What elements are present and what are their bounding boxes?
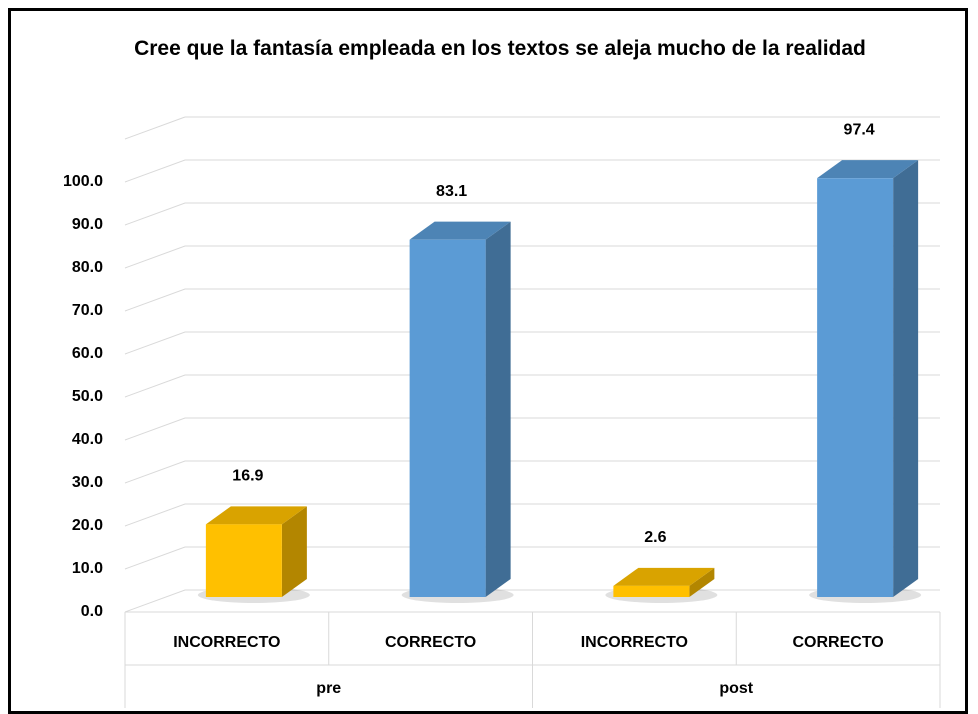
y-tick-label: 100.0 [63,173,103,190]
bar-side [281,506,307,597]
group-label: pre [316,680,341,697]
x-tick-label: CORRECTO [792,634,883,651]
value-label: 16.9 [232,468,263,485]
value-label: 2.6 [644,529,666,546]
y-tick-label: 70.0 [72,302,103,319]
grid-line [124,460,940,484]
y-tick-label: 0.0 [81,603,103,620]
bar-top [613,567,715,586]
grid-line [124,245,940,269]
grid-line [124,331,940,355]
bar [817,178,894,597]
bar-top [817,160,919,179]
bar-top [205,506,307,525]
y-tick-label: 90.0 [72,216,103,233]
value-label: 97.4 [844,121,875,138]
grid-line [124,374,940,398]
group-label: post [719,680,753,697]
y-tick-label: 80.0 [72,259,103,276]
bar-top [409,221,511,240]
bar [409,239,486,598]
grid-line [124,288,940,312]
value-label: 83.1 [436,183,467,200]
bar [613,585,690,597]
bar-side [689,567,715,597]
grid-line [124,503,940,527]
y-tick-label: 10.0 [72,560,103,577]
bar-side [485,221,511,598]
x-tick-label: INCORRECTO [173,634,280,651]
x-tick-label: INCORRECTO [581,634,688,651]
bar [205,524,282,597]
grid-line [124,159,940,183]
y-tick-label: 50.0 [72,388,103,405]
wall-edge [124,116,186,140]
grid-line [124,417,940,441]
y-tick-label: 30.0 [72,474,103,491]
bar-side [893,160,919,597]
y-tick-label: 20.0 [72,517,103,534]
y-tick-label: 40.0 [72,431,103,448]
chart-title: Cree que la fantasía empleada en los tex… [134,37,866,60]
x-tick-label: CORRECTO [385,634,476,651]
grid-line [124,546,940,570]
grid-line [124,202,940,226]
y-tick-label: 60.0 [72,345,103,362]
